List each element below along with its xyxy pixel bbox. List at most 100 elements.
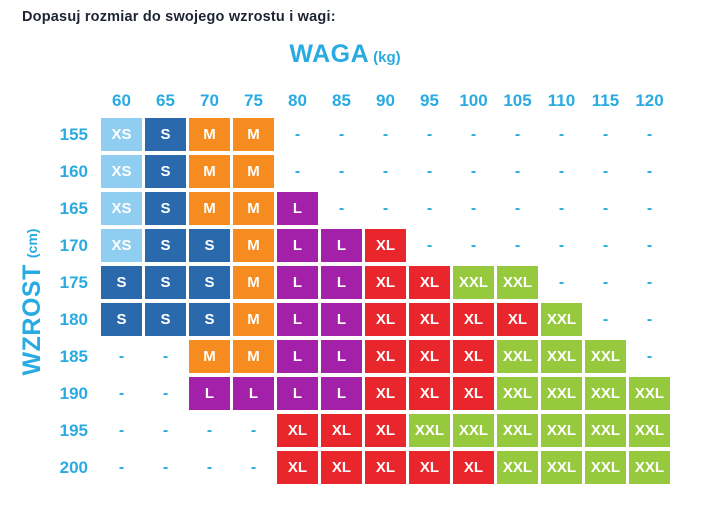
size-cell-xxl: XXL [585, 414, 626, 447]
size-matrix: 60 65 70 75 80 85 90 95 100 105 110 115 120 155 XS S M M -… [54, 88, 670, 484]
empty-cell: - [250, 421, 257, 439]
empty-cell: - [558, 199, 565, 217]
empty-cell: - [118, 421, 125, 439]
empty-cell: - [558, 273, 565, 291]
size-cell-xl: XL [365, 229, 406, 262]
empty-cell: - [646, 310, 653, 328]
size-cell-xxl: XXL [497, 414, 538, 447]
size-cell-m: M [233, 192, 274, 225]
size-cell-xl: XL [277, 451, 318, 484]
empty-cell: - [162, 384, 169, 402]
y-axis-title: WZROST (cm) [17, 202, 47, 402]
empty-cell: - [514, 162, 521, 180]
size-cell-l: L [321, 303, 362, 336]
size-cell-l: L [233, 377, 274, 410]
size-cell-s: S [189, 229, 230, 262]
empty-cell: - [294, 125, 301, 143]
size-cell-xxl: XXL [541, 340, 582, 373]
size-cell-m: M [233, 266, 274, 299]
x-axis-label: WAGA [289, 40, 370, 68]
size-cell-xl: XL [365, 451, 406, 484]
size-cell-xxl: XXL [629, 451, 670, 484]
empty-cell: - [514, 125, 521, 143]
empty-cell: - [206, 458, 213, 476]
empty-cell: - [162, 347, 169, 365]
size-cell-xxl: XXL [585, 377, 626, 410]
empty-cell: - [426, 236, 433, 254]
weight-column-header: 70 [200, 91, 219, 110]
x-axis-unit: (kg) [373, 49, 401, 66]
size-cell-xxl: XXL [541, 377, 582, 410]
height-row-header: 155 [59, 124, 88, 144]
empty-cell: - [426, 199, 433, 217]
size-cell-xs: XS [101, 229, 142, 262]
empty-cell: - [118, 384, 125, 402]
size-cell-xl: XL [409, 303, 450, 336]
size-cell-xxl: XXL [629, 377, 670, 410]
size-cell-xxl: XXL [497, 377, 538, 410]
size-cell-xl: XL [365, 340, 406, 373]
empty-cell: - [558, 162, 565, 180]
size-cell-m: M [189, 340, 230, 373]
empty-cell: - [294, 162, 301, 180]
empty-cell: - [338, 199, 345, 217]
weight-column-header: 60 [112, 91, 131, 110]
empty-cell: - [646, 125, 653, 143]
size-cell-xxl: XXL [541, 303, 582, 336]
size-cell-l: L [321, 377, 362, 410]
size-cell-xl: XL [365, 303, 406, 336]
empty-cell: - [646, 273, 653, 291]
size-cell-xl: XL [409, 451, 450, 484]
empty-cell: - [118, 347, 125, 365]
y-axis-unit: (cm) [24, 228, 40, 259]
weight-column-header: 80 [288, 91, 307, 110]
size-cell-xl: XL [409, 377, 450, 410]
empty-cell: - [118, 458, 125, 476]
empty-cell: - [646, 236, 653, 254]
empty-cell: - [558, 125, 565, 143]
height-row-header: 190 [59, 383, 88, 403]
size-cell-xs: XS [101, 192, 142, 225]
weight-column-header: 75 [244, 91, 263, 110]
empty-cell: - [382, 162, 389, 180]
size-cell-l: L [277, 303, 318, 336]
size-cell-l: L [277, 377, 318, 410]
empty-cell: - [514, 199, 521, 217]
size-cell-xl: XL [321, 451, 362, 484]
y-axis-label: WZROST [17, 264, 46, 376]
height-row-header: 185 [59, 346, 88, 366]
empty-cell: - [426, 125, 433, 143]
size-cell-xxl: XXL [541, 451, 582, 484]
size-cell-s: S [189, 266, 230, 299]
empty-cell: - [382, 199, 389, 217]
empty-cell: - [646, 162, 653, 180]
size-cell-m: M [233, 118, 274, 151]
size-cell-l: L [277, 266, 318, 299]
empty-cell: - [426, 162, 433, 180]
size-cell-l: L [321, 229, 362, 262]
size-cell-m: M [233, 155, 274, 188]
size-cell-m: M [189, 118, 230, 151]
weight-column-header: 105 [503, 91, 532, 110]
size-cell-s: S [101, 303, 142, 336]
x-axis-title: WAGA (kg) [245, 40, 445, 69]
size-cell-l: L [277, 229, 318, 262]
height-row-header: 160 [59, 161, 88, 181]
size-cell-xxl: XXL [497, 266, 538, 299]
empty-cell: - [602, 125, 609, 143]
size-cell-xl: XL [409, 340, 450, 373]
empty-cell: - [470, 236, 477, 254]
size-cell-xl: XL [365, 414, 406, 447]
size-cell-s: S [145, 266, 186, 299]
weight-column-header: 65 [156, 91, 175, 110]
size-cell-xxl: XXL [453, 414, 494, 447]
empty-cell: - [206, 421, 213, 439]
weight-column-header: 120 [635, 91, 664, 110]
weight-column-header: 90 [376, 91, 395, 110]
height-row-header: 200 [59, 457, 88, 477]
size-cell-xl: XL [453, 377, 494, 410]
size-cell-s: S [145, 303, 186, 336]
weight-column-header: 85 [332, 91, 351, 110]
size-cell-xs: XS [101, 155, 142, 188]
size-cell-s: S [189, 303, 230, 336]
